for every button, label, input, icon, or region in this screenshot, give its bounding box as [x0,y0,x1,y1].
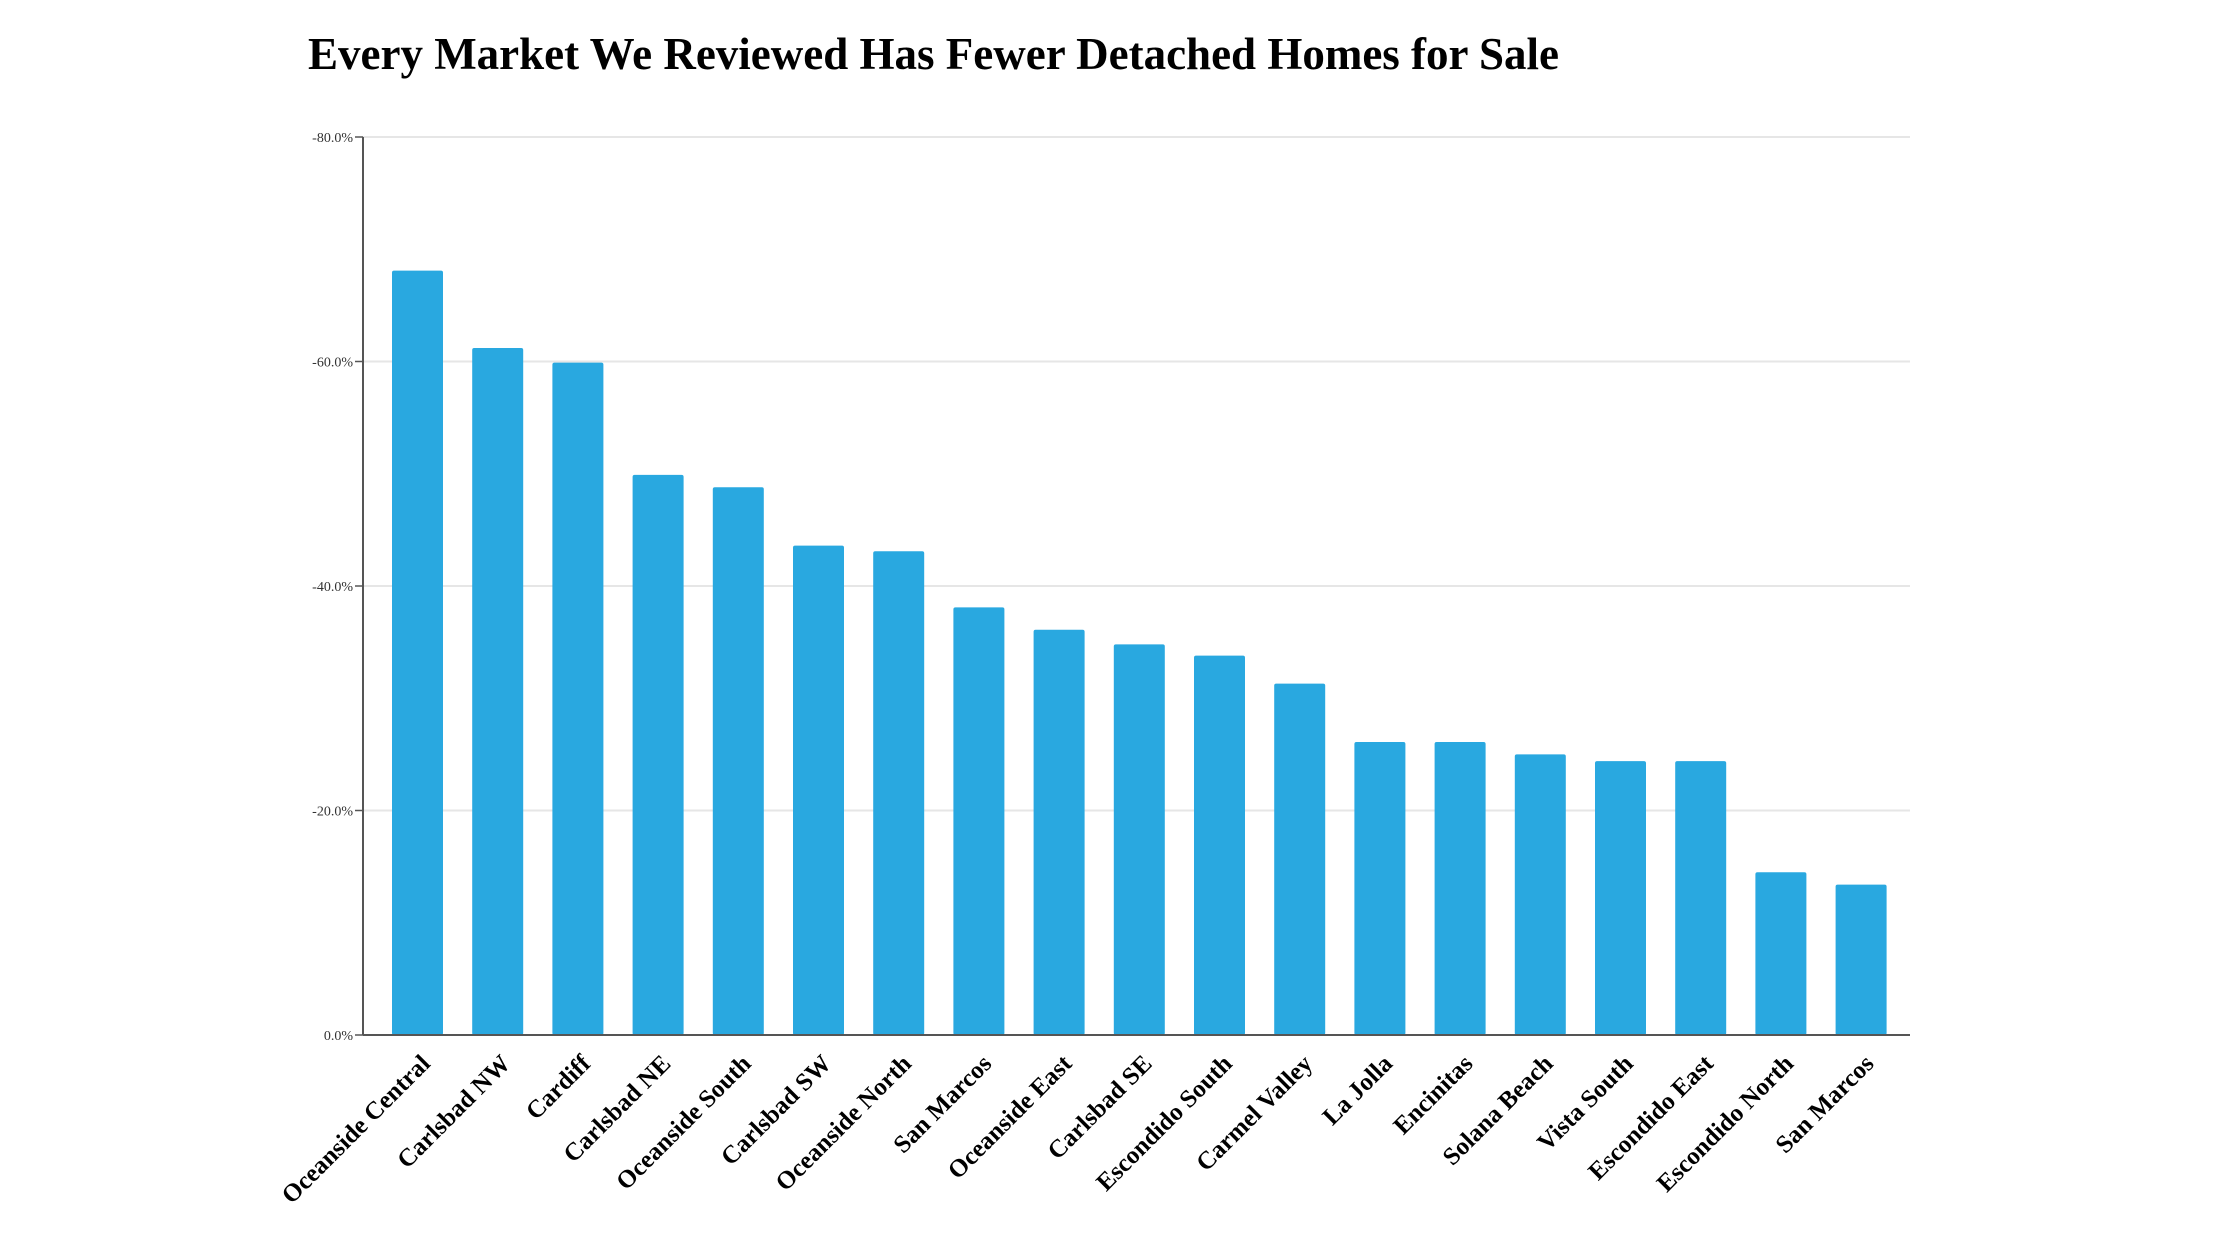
bar [632,474,684,1035]
bar [1835,884,1887,1035]
y-tick-label: -80.0% [312,131,353,146]
x-tick-label: La Jolla [1318,1050,1399,1131]
bar [793,545,844,1035]
x-tick-label: Escondido North [1652,1050,1799,1197]
y-tick-label: -40.0% [312,580,353,595]
bar [1113,644,1165,1035]
y-tick-label: -20.0% [312,805,353,820]
bar [472,348,524,1035]
bar [712,487,764,1036]
bar [1194,655,1245,1035]
bar [392,270,443,1035]
bar [953,607,1005,1035]
bar [1595,761,1646,1035]
bar [873,551,925,1035]
x-tick-label: Oceanside South [611,1050,756,1195]
axes [362,137,1910,1036]
x-tick-label: Oceanside North [771,1050,917,1196]
bar [1434,742,1486,1035]
bars [392,270,1887,1036]
x-tick-label: Escondido South [1091,1050,1237,1196]
y-tick-labels: 0.0% -20.0% -40.0% -60.0% -80.0% [312,131,353,1044]
bar [1675,761,1727,1035]
y-tick-label: -60.0% [312,356,353,371]
bar [1033,629,1085,1035]
chart-title: Every Market We Reviewed Has Fewer Detac… [308,29,1559,79]
x-tick-label: Oceanside Central [277,1050,436,1209]
bar [1755,872,1807,1035]
x-tick-label: Cardiff [521,1050,597,1126]
bar [1274,683,1326,1035]
bar [1354,742,1406,1035]
y-tick-label: 0.0% [324,1029,354,1044]
bar [1514,754,1566,1035]
bar [552,362,604,1035]
